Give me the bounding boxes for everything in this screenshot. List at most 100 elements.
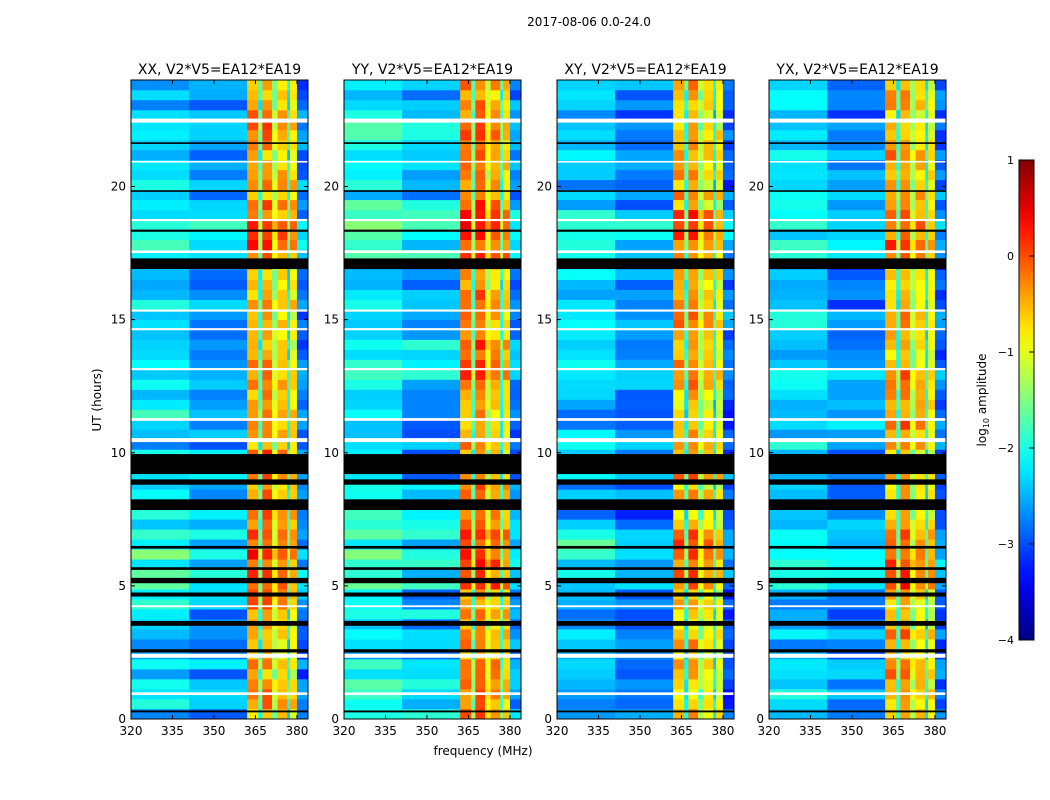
heatmap-cell bbox=[703, 559, 714, 570]
heatmap-cell bbox=[290, 469, 298, 480]
heatmap-cell bbox=[287, 219, 291, 231]
heatmap-cell bbox=[500, 299, 504, 310]
heatmap-cell bbox=[910, 359, 916, 370]
heatmap-cell bbox=[287, 189, 291, 201]
heatmap-cell bbox=[769, 279, 828, 290]
heatmap-cell bbox=[296, 80, 309, 91]
heatmap-cell bbox=[900, 369, 911, 380]
heatmap-cell bbox=[673, 109, 685, 121]
heatmap-cell bbox=[925, 369, 929, 380]
heatmap-cell bbox=[287, 659, 291, 670]
heatmap-cell bbox=[698, 369, 704, 380]
heatmap-cell bbox=[698, 329, 704, 340]
heatmap-cell bbox=[258, 699, 263, 710]
flagged-band bbox=[557, 229, 734, 232]
heatmap-cell bbox=[925, 189, 929, 201]
heatmap-cell bbox=[769, 229, 828, 241]
heatmap-cell bbox=[688, 269, 699, 280]
heatmap-cell bbox=[684, 219, 689, 231]
y-tick-label: 10 bbox=[324, 446, 339, 460]
heatmap-cell bbox=[673, 139, 685, 151]
heatmap-cell bbox=[928, 219, 936, 231]
heatmap-cell bbox=[189, 629, 248, 640]
heatmap-cell bbox=[713, 209, 717, 221]
heatmap-cell bbox=[262, 239, 273, 251]
heatmap-cell bbox=[471, 699, 476, 710]
heatmap-cell bbox=[258, 129, 263, 141]
heatmap-cell bbox=[471, 209, 476, 221]
heatmap-cell bbox=[557, 609, 616, 620]
heatmap-cell bbox=[509, 669, 522, 680]
heatmap-cell bbox=[131, 299, 190, 310]
heatmap-cell bbox=[490, 289, 501, 300]
heatmap-cell bbox=[402, 659, 461, 670]
heatmap-cell bbox=[258, 189, 263, 201]
heatmap-cell bbox=[769, 389, 828, 400]
heatmap-cell bbox=[769, 489, 828, 500]
heatmap-cell bbox=[915, 129, 926, 141]
heatmap-cell bbox=[925, 669, 929, 680]
heatmap-cell bbox=[490, 579, 501, 590]
heatmap-cell bbox=[557, 509, 616, 520]
heatmap-cell bbox=[900, 89, 911, 101]
heatmap-cell bbox=[722, 289, 735, 300]
heatmap-cell bbox=[290, 199, 298, 211]
heatmap-cell bbox=[557, 289, 616, 300]
heatmap-cell bbox=[928, 529, 936, 540]
heatmap-cell bbox=[896, 509, 901, 520]
heatmap-cell bbox=[485, 599, 491, 610]
heatmap-cell bbox=[722, 129, 735, 141]
heatmap-cell bbox=[460, 229, 472, 241]
heatmap-cell bbox=[131, 439, 190, 450]
heatmap-cell bbox=[688, 559, 699, 570]
flagged-band bbox=[769, 190, 946, 192]
heatmap-cell bbox=[615, 189, 674, 201]
heatmap-cell bbox=[509, 509, 522, 520]
heatmap-cell bbox=[287, 549, 291, 560]
heatmap-cell bbox=[490, 529, 501, 540]
heatmap-cell bbox=[769, 299, 828, 310]
heatmap-cell bbox=[500, 659, 504, 670]
heatmap-cell bbox=[688, 709, 699, 720]
heatmap-cell bbox=[503, 419, 511, 430]
heatmap-cell bbox=[475, 119, 486, 131]
heatmap-cell bbox=[485, 579, 491, 590]
heatmap-cell bbox=[684, 409, 689, 420]
heatmap-cell bbox=[716, 489, 724, 500]
heatmap-cell bbox=[131, 329, 190, 340]
heatmap-cell bbox=[915, 189, 926, 201]
heatmap-cell bbox=[475, 379, 486, 390]
heatmap-cell bbox=[713, 269, 717, 280]
heatmap-cell bbox=[684, 149, 689, 161]
heatmap-cell bbox=[189, 219, 248, 231]
heatmap-cell bbox=[703, 149, 714, 161]
heatmap-cell bbox=[287, 469, 291, 480]
heatmap-cell bbox=[287, 529, 291, 540]
heatmap-cell bbox=[915, 289, 926, 300]
heatmap-cell bbox=[290, 399, 298, 410]
heatmap-cell bbox=[703, 309, 714, 320]
heatmap-cell bbox=[910, 519, 916, 530]
flagged-band bbox=[769, 577, 946, 584]
heatmap-cell bbox=[713, 109, 717, 121]
x-tick-label: 380 bbox=[923, 724, 946, 738]
heatmap-cell bbox=[688, 279, 699, 290]
heatmap-cell bbox=[703, 699, 714, 710]
heatmap-cell bbox=[296, 239, 309, 251]
heatmap-cell bbox=[272, 269, 278, 280]
gap-band bbox=[557, 118, 734, 123]
heatmap-cell bbox=[344, 189, 403, 201]
flagged-band bbox=[344, 499, 521, 510]
heatmap-cell bbox=[673, 209, 685, 221]
heatmap-cell bbox=[287, 669, 291, 680]
heatmap-cell bbox=[900, 669, 911, 680]
heatmap-cell bbox=[402, 229, 461, 241]
heatmap-cell bbox=[722, 409, 735, 420]
heatmap-cell bbox=[703, 549, 714, 560]
heatmap-cell bbox=[716, 429, 724, 440]
heatmap-cell bbox=[490, 139, 501, 151]
heatmap-cell bbox=[296, 189, 309, 201]
heatmap-cell bbox=[247, 669, 259, 680]
heatmap-cell bbox=[900, 149, 911, 161]
